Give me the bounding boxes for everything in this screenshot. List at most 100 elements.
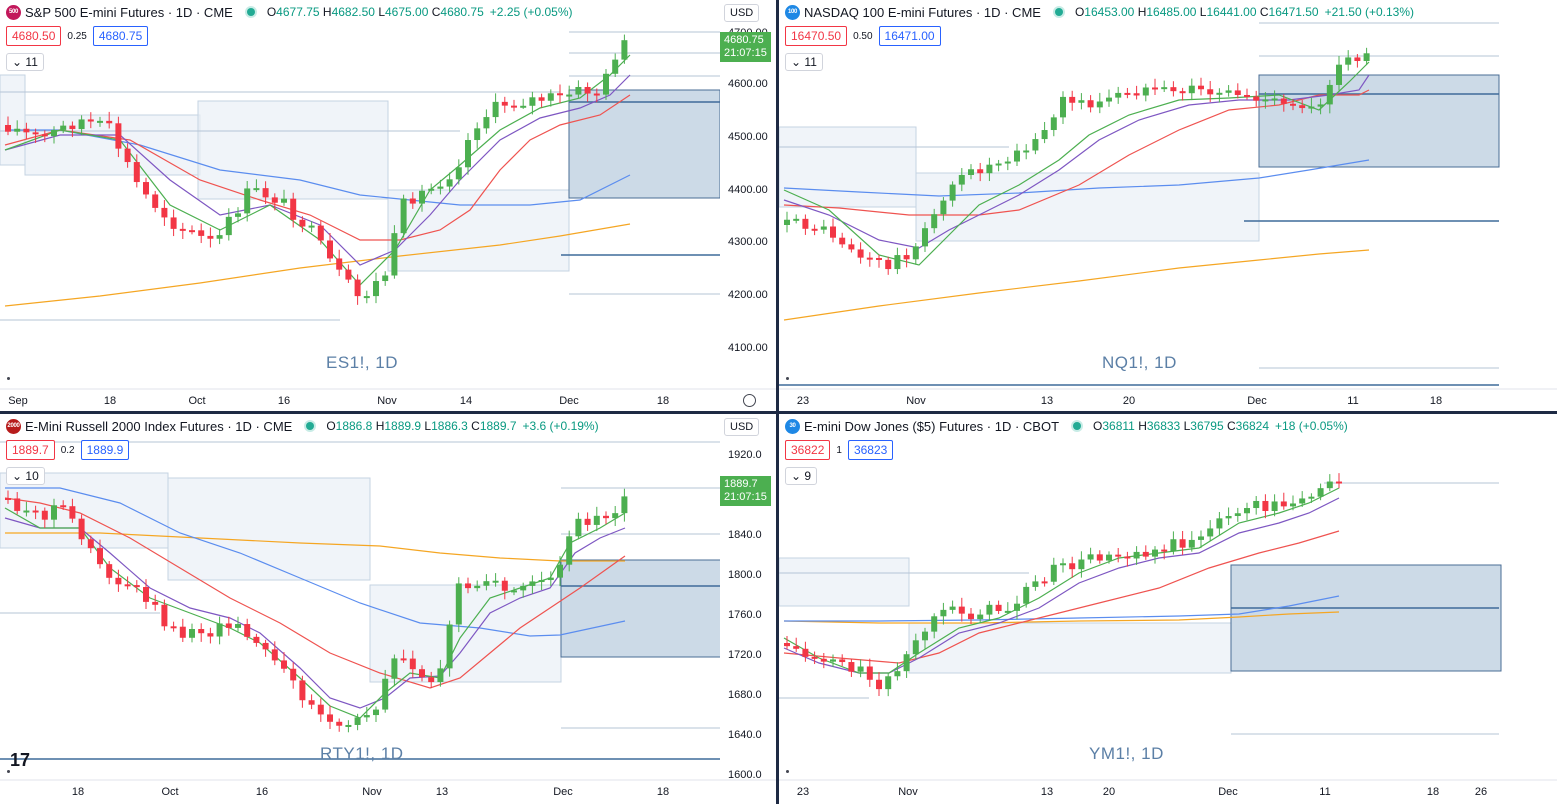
symbol-title[interactable]: S&P 500 E-mini Futures · 1D · CME xyxy=(25,4,233,20)
candle-body xyxy=(474,128,481,141)
candle-body xyxy=(354,279,361,297)
symbol-title[interactable]: E-Mini Russell 2000 Index Futures · 1D ·… xyxy=(25,418,293,434)
zone-rect xyxy=(568,89,721,199)
chart-pane-es[interactable]: 4700.004600.004500.004400.004300.004200.… xyxy=(0,0,776,411)
chart-pane-rty[interactable]: 1920.0 1840.0 1800.0 1760.0 1720.0 1680.0 1640… xyxy=(0,414,776,804)
ohlc-values: O36811 H36833 L36795 C36824 xyxy=(1093,419,1270,433)
price-axis[interactable] xyxy=(720,0,776,411)
zone-rect xyxy=(560,559,722,658)
candle-body xyxy=(1354,57,1361,62)
x-tick-label: 11 xyxy=(1347,395,1358,407)
ma-line-orange xyxy=(5,532,625,562)
bid-button[interactable]: 16470.50 xyxy=(785,26,848,46)
tradingview-logo[interactable]: 17 xyxy=(10,750,31,770)
x-tick-label: 16 xyxy=(278,395,290,407)
ask-button[interactable]: 4680.75 xyxy=(92,26,149,46)
candle-body xyxy=(857,249,864,258)
candle-body xyxy=(271,197,278,203)
candle-body xyxy=(336,258,343,270)
candle-body xyxy=(1336,64,1342,85)
candle-body xyxy=(235,213,241,217)
ma-line-purple xyxy=(783,74,1370,249)
ask-button[interactable]: 16471.00 xyxy=(878,26,941,46)
bid-button[interactable]: 4680.50 xyxy=(6,26,62,46)
candle-body xyxy=(986,604,993,615)
candle-body xyxy=(419,190,425,204)
candle-body xyxy=(1326,481,1333,489)
candle-body xyxy=(290,198,297,220)
candle-body xyxy=(97,120,103,123)
candle-body xyxy=(170,217,177,229)
candle-body xyxy=(1290,503,1296,507)
indicator-count: 9 xyxy=(804,469,812,483)
candle-body xyxy=(894,255,901,270)
candle-body xyxy=(612,513,619,519)
candle-body xyxy=(87,539,94,549)
bid-ask-panel: 1889.7 0.2 1889.9 xyxy=(6,440,130,460)
gear-icon[interactable] xyxy=(743,394,756,407)
x-tick-label: 14 xyxy=(460,395,472,407)
y-tick-label: 1600.0 xyxy=(728,769,762,781)
chart-pane-nq[interactable]: 16250.0016000.0015750.0015500.0015250.00… xyxy=(779,0,1557,411)
ask-button[interactable]: 1889.9 xyxy=(80,440,130,460)
chart-canvas[interactable]: 4700.004600.004500.004400.004300.004200.… xyxy=(0,0,776,411)
candle-body xyxy=(520,585,527,591)
candle-body xyxy=(51,129,57,137)
currency-button[interactable]: USD xyxy=(724,4,760,22)
candle-body xyxy=(179,228,186,231)
market-open-icon xyxy=(1073,422,1082,430)
candle-body xyxy=(189,629,195,638)
symbol-title[interactable]: E-mini Dow Jones ($5) Futures · 1D · CBO… xyxy=(804,418,1060,434)
candle-body xyxy=(244,188,251,214)
indicators-toggle[interactable]: ⌄ 10 xyxy=(6,467,45,485)
zone-rect xyxy=(387,189,570,272)
currency-button[interactable]: USD xyxy=(724,418,760,436)
indicators-toggle[interactable]: ⌄ 11 xyxy=(6,53,44,71)
candle-body xyxy=(940,609,947,617)
candle-body xyxy=(575,86,582,95)
y-tick-label: 1840.0 xyxy=(728,529,762,541)
x-tick-label: Oct xyxy=(161,786,178,798)
chart-pane-ym[interactable]: 3700036000350003400033000320003100023Nov… xyxy=(779,414,1557,804)
x-tick-label: 18 xyxy=(1427,786,1439,798)
x-tick-label: 23 xyxy=(797,395,809,407)
ask-button[interactable]: 36823 xyxy=(847,440,894,460)
x-tick-label: 26 xyxy=(1475,786,1487,798)
candle-body xyxy=(802,218,809,229)
candle-body xyxy=(1161,87,1168,90)
candle-body xyxy=(308,225,315,228)
chart-legend[interactable]: 30 E-mini Dow Jones ($5) Futures · 1D · C… xyxy=(785,417,1348,435)
indicators-toggle[interactable]: ⌄ 9 xyxy=(785,467,818,485)
candle-body xyxy=(373,709,379,716)
chart-legend[interactable]: 100 NASDAQ 100 E-mini Futures · 1D · CME O… xyxy=(785,3,1414,21)
indicators-toggle[interactable]: ⌄ 11 xyxy=(785,53,823,71)
candle-body xyxy=(281,198,287,203)
zone-rect xyxy=(197,100,389,200)
x-tick-label: 11 xyxy=(1319,786,1330,798)
candle-body xyxy=(143,587,149,602)
candle-body xyxy=(161,207,168,218)
spread-value: 1 xyxy=(836,444,842,456)
candle-body xyxy=(968,613,974,620)
symbol-title[interactable]: NASDAQ 100 E-mini Futures · 1D · CME xyxy=(804,4,1041,20)
candle-body xyxy=(1280,501,1287,507)
symbol-watermark: RTY1!, 1D xyxy=(320,744,404,763)
candle-body xyxy=(848,244,855,250)
chart-canvas[interactable]: 16250.0016000.0015750.0015500.0015250.00… xyxy=(779,0,1557,411)
bar-countdown: 21:07:15 xyxy=(724,491,767,503)
candle-body xyxy=(1004,610,1011,613)
candle-body xyxy=(1290,103,1296,106)
crosshair-dot xyxy=(7,377,10,380)
chart-legend[interactable]: 500 S&P 500 E-mini Futures · 1D · CME O467… xyxy=(6,3,573,21)
candle-body xyxy=(593,515,600,525)
bid-button[interactable]: 36822 xyxy=(785,440,831,460)
chart-canvas[interactable]: 3700036000350003400033000320003100023Nov… xyxy=(779,414,1557,804)
chart-legend[interactable]: 2000 E-Mini Russell 2000 Index Futures · … xyxy=(6,417,599,435)
candle-body xyxy=(465,140,471,168)
candle-body xyxy=(1207,528,1214,537)
candle-body xyxy=(520,105,527,108)
last-price-label: 1889.7 21:07:15 xyxy=(720,476,771,506)
candle-body xyxy=(1188,539,1195,548)
candle-body xyxy=(1170,87,1177,92)
bid-button[interactable]: 1889.7 xyxy=(6,440,55,460)
